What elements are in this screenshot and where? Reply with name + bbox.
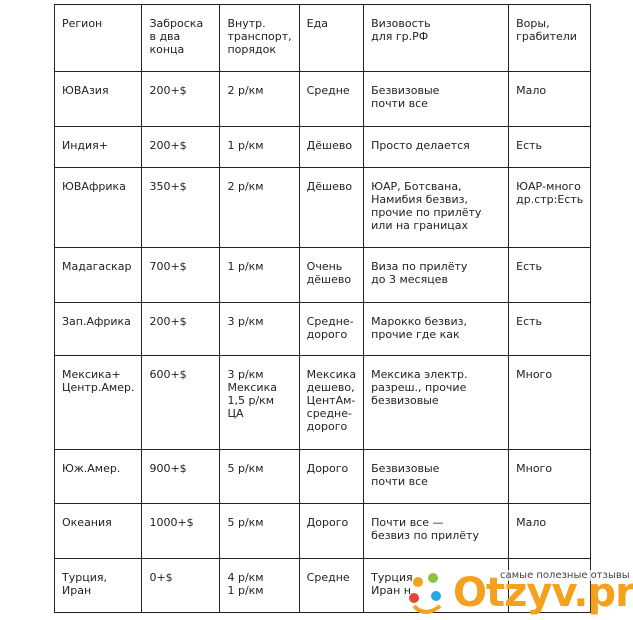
table-cell: ЮВАзия (53, 71, 143, 127)
watermark-logo: Otzyv.pro (453, 570, 633, 616)
table-cell: Есть (508, 126, 592, 168)
table-cell: 2 р/км (219, 167, 300, 248)
table: Регион Заброска в два конца Внутр. транспо… (53, 4, 592, 613)
table-cell: 700+$ (141, 247, 221, 303)
table-cell: 200+$ (141, 302, 221, 356)
table-cell: Много (508, 449, 592, 504)
header-cell: Визовость для гр.РФ (363, 4, 510, 72)
table-cell: 200+$ (141, 126, 221, 168)
table-row: Юж.Амер. 900+$ 5 р/км Дорого Безвизовые почт… (53, 449, 592, 504)
table-cell: Средне (298, 558, 365, 613)
table-cell: Просто делается (363, 126, 510, 168)
table-cell: Виза по прилёту до 3 месяцев (363, 247, 510, 303)
header-cell: Внутр. транспорт, порядок (219, 4, 300, 72)
table-cell: Мадагаскар (53, 247, 143, 303)
table-row: Океания 1000+$ 5 р/км Дорого Почти все — без… (53, 503, 592, 559)
table-cell (508, 558, 592, 613)
table-cell: Зап.Африка (53, 302, 143, 356)
table-cell: 0+$ (141, 558, 221, 613)
table-cell: 4 р/км 1 р/км (219, 558, 300, 613)
table-cell: Мало (508, 503, 592, 559)
table-cell: Мексика+ Центр.Амер. (53, 355, 143, 450)
header-cell: Заброска в два конца (141, 4, 221, 72)
table-cell: Много (508, 355, 592, 450)
table-row: Мексика+ Центр.Амер. 600+$ 3 р/км Мексика … (53, 355, 592, 450)
table-cell: Турция, Иран (53, 558, 143, 613)
table-cell: Дёшево (298, 126, 365, 168)
table-cell: ЮВАфрика (53, 167, 143, 248)
table-row: ЮВАзия 200+$ 2 р/км Средне Безвизовые почти … (53, 71, 592, 127)
table-cell: Индия+ (53, 126, 143, 168)
table-cell: Есть (508, 302, 592, 356)
table-cell: 3 р/км Мексика 1,5 р/км ЦА (219, 355, 300, 450)
table-row: Индия+ 200+$ 1 р/км Дёшево Просто делается Ес… (53, 126, 592, 168)
table-row: Мадагаскар 700+$ 1 р/км Очень дёшево Виза по… (53, 247, 592, 303)
table-cell: Океания (53, 503, 143, 559)
header-cell: Еда (298, 4, 365, 72)
table-cell: Дорого (298, 449, 365, 504)
table-cell: 5 р/км (219, 503, 300, 559)
table-cell: Юж.Амер. (53, 449, 143, 504)
table-cell: Есть (508, 247, 592, 303)
table-cell: Безвизовые почти все (363, 71, 510, 127)
table-cell: 200+$ (141, 71, 221, 127)
table-cell: 1 р/км (219, 247, 300, 303)
table-cell: Мексика дешево, ЦентАм- средне- дорого (298, 355, 365, 450)
logo-icon (409, 573, 442, 614)
table-cell: 1000+$ (141, 503, 221, 559)
table-cell: 5 р/км (219, 449, 300, 504)
table-cell: Безвизовые почти все (363, 449, 510, 504)
table-cell: Очень дёшево (298, 247, 365, 303)
table-cell: Средне (298, 71, 365, 127)
watermark-tagline: самые полезные отзывы (500, 570, 630, 581)
table-cell: 350+$ (141, 167, 221, 248)
table-cell: 600+$ (141, 355, 221, 450)
table-cell: Мексика электр. разреш., прочие безвизов… (363, 355, 510, 450)
table-cell: Турция, Иран н (363, 558, 510, 613)
table-cell: 3 р/км (219, 302, 300, 356)
table-cell: 900+$ (141, 449, 221, 504)
table-cell: 2 р/км (219, 71, 300, 127)
table-cell: 1 р/км (219, 126, 300, 168)
table-cell: Средне- дорого (298, 302, 365, 356)
table-row: ЮВАфрика 350+$ 2 р/км Дёшево ЮАР, Ботсвана, … (53, 167, 592, 248)
table-row: Регион Заброска в два конца Внутр. транспо… (53, 4, 592, 72)
table-cell: Дорого (298, 503, 365, 559)
header-cell: Регион (53, 4, 143, 72)
header-cell: Воры, грабители (508, 4, 592, 72)
table-cell: Марокко безвиз, прочие где как (363, 302, 510, 356)
table-cell: ЮАР-много др.стр:Есть (508, 167, 592, 248)
table-cell: Мало (508, 71, 592, 127)
table-row: Зап.Африка 200+$ 3 р/км Средне- дорого Марок… (53, 302, 592, 356)
table-row: Турция, Иран 0+$ 4 р/км 1 р/км Средне Турция… (53, 558, 592, 613)
table-cell: ЮАР, Ботсвана, Намибия безвиз, прочие по… (363, 167, 510, 248)
table-cell: Почти все — безвиз по прилёту (363, 503, 510, 559)
table-cell: Дёшево (298, 167, 365, 248)
